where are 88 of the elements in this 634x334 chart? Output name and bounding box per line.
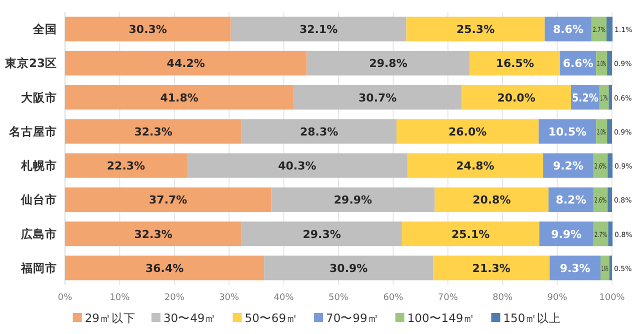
legend-label: 150㎡以上 — [503, 311, 562, 325]
bar — [65, 187, 272, 212]
data-label: 29.3% — [302, 228, 341, 241]
bar — [294, 85, 462, 110]
bar — [230, 16, 406, 42]
y-tick-label: 福岡市 — [20, 260, 57, 275]
data-label: 28.3% — [300, 125, 338, 138]
bar — [306, 50, 470, 76]
data-label: 6.6% — [562, 57, 594, 70]
data-label: 9.9% — [551, 228, 582, 241]
data-label: 24.8% — [456, 160, 494, 173]
data-label: 32.3% — [134, 228, 172, 241]
data-label: 16.5% — [496, 57, 534, 70]
x-tick-label: 40% — [274, 293, 294, 303]
bar — [242, 222, 402, 246]
bar — [608, 187, 612, 212]
bar — [433, 256, 550, 280]
data-label: 30.3% — [128, 23, 167, 36]
bar — [608, 153, 613, 178]
y-tick-label: 名古屋市 — [8, 124, 57, 138]
legend-label: 50〜69㎡ — [244, 311, 298, 325]
y-tick-label: 大阪市 — [21, 90, 57, 104]
bar — [396, 119, 539, 144]
bar — [65, 16, 231, 42]
data-label: 20.0% — [497, 91, 536, 104]
x-tick-label: 70% — [438, 293, 458, 303]
data-label: 8.6% — [552, 23, 584, 36]
data-label: 32.1% — [299, 23, 338, 36]
y-tick-label: 東京23区 — [4, 56, 57, 70]
bar — [608, 85, 612, 110]
data-label: 29.8% — [369, 57, 408, 70]
x-tick-label: 100% — [599, 293, 626, 303]
x-tick-label: 60% — [383, 293, 404, 303]
data-label: 29.9% — [334, 194, 372, 207]
bar — [65, 50, 307, 76]
legend-label: 100〜149㎡ — [407, 311, 476, 325]
bar — [609, 256, 612, 280]
legend-label: 70〜99㎡ — [326, 311, 380, 325]
x-tick-label: 10% — [110, 293, 130, 303]
data-label: 21.3% — [472, 262, 510, 275]
bar — [242, 119, 396, 144]
bar — [434, 187, 549, 212]
bar — [470, 50, 560, 76]
bar — [407, 153, 544, 178]
y-tick-label: 仙台市 — [20, 192, 57, 207]
data-label: 37.7% — [149, 194, 188, 207]
x-tick-label: 0% — [58, 293, 73, 303]
bar — [65, 256, 264, 280]
bar — [406, 16, 545, 42]
bar — [271, 187, 435, 212]
legend-label: 29㎡以下 — [84, 311, 136, 325]
bar — [402, 222, 540, 246]
data-label: 10.5% — [548, 125, 587, 138]
data-label: 26.0% — [448, 125, 487, 138]
legend-label: 30〜49㎡ — [163, 311, 217, 325]
y-tick-label: 札幌市 — [20, 158, 57, 173]
x-tick-label: 90% — [547, 293, 568, 303]
bar — [186, 153, 408, 178]
y-tick-label: 全国 — [32, 22, 57, 36]
data-label: 25.1% — [452, 228, 490, 241]
data-label: 9.3% — [560, 262, 590, 275]
bar — [607, 50, 612, 76]
x-tick-label: 50% — [328, 293, 349, 303]
data-label: 40.3% — [278, 160, 316, 173]
data-label: 44.2% — [166, 57, 205, 70]
data-label: 25.3% — [456, 23, 495, 36]
bar — [607, 119, 612, 144]
bar — [264, 256, 434, 280]
y-tick-label: 広島市 — [20, 226, 57, 241]
x-tick-label: 80% — [492, 293, 514, 303]
data-label: 30.7% — [358, 91, 397, 104]
data-label: 41.8% — [160, 91, 198, 104]
bar — [65, 85, 294, 110]
data-label: 8.2% — [556, 194, 586, 207]
x-tick-label: 20% — [164, 293, 185, 303]
data-label: 36.4% — [145, 262, 184, 275]
x-tick-label: 30% — [219, 293, 240, 303]
data-label: 30.9% — [330, 262, 368, 275]
bar — [65, 153, 187, 178]
bar — [606, 16, 613, 42]
bar — [65, 222, 242, 246]
data-label: 22.3% — [106, 160, 146, 173]
bar — [65, 119, 242, 144]
data-label: 32.3% — [134, 125, 172, 138]
data-label: 9.2% — [552, 160, 584, 173]
bar — [462, 85, 571, 110]
bar — [608, 222, 613, 246]
data-label: 20.8% — [472, 194, 511, 207]
